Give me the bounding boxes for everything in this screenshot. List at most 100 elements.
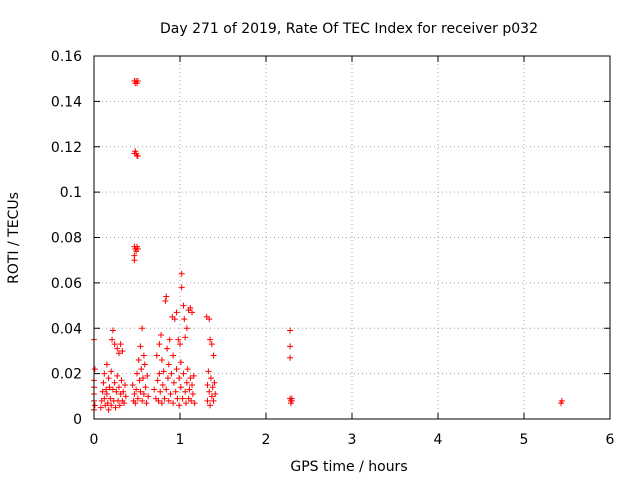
data-point bbox=[131, 257, 138, 264]
data-point bbox=[134, 395, 141, 402]
y-tick-label: 0 bbox=[73, 412, 82, 428]
y-tick-label: 0.04 bbox=[51, 321, 82, 337]
data-point bbox=[163, 293, 170, 300]
data-point bbox=[103, 386, 110, 393]
data-point bbox=[141, 361, 148, 368]
data-point bbox=[105, 375, 112, 382]
data-point bbox=[206, 388, 213, 395]
y-tick-label: 0.12 bbox=[51, 140, 82, 156]
data-point bbox=[164, 375, 171, 382]
data-point bbox=[170, 379, 177, 386]
data-point bbox=[183, 325, 190, 332]
data-point bbox=[207, 375, 214, 382]
data-point bbox=[115, 350, 122, 357]
data-point bbox=[105, 406, 112, 413]
data-point bbox=[186, 386, 193, 393]
data-point bbox=[144, 372, 151, 379]
data-point bbox=[165, 361, 172, 368]
data-point bbox=[137, 388, 144, 395]
data-point bbox=[174, 395, 181, 402]
data-point bbox=[208, 341, 215, 348]
chart-title: Day 271 of 2019, Rate Of TEC Index for r… bbox=[160, 21, 538, 37]
data-point bbox=[189, 391, 196, 398]
data-point bbox=[158, 400, 165, 407]
data-point bbox=[287, 354, 294, 361]
data-point bbox=[134, 245, 141, 252]
data-point bbox=[111, 341, 118, 348]
x-tick-label: 4 bbox=[434, 432, 443, 448]
data-point bbox=[100, 379, 107, 386]
data-point bbox=[108, 402, 115, 409]
data-point bbox=[159, 381, 166, 388]
data-point bbox=[156, 370, 163, 377]
data-point bbox=[164, 345, 171, 352]
data-point bbox=[175, 336, 182, 343]
data-point bbox=[179, 395, 186, 402]
y-tick-label: 0.1 bbox=[60, 185, 82, 201]
data-point bbox=[176, 375, 183, 382]
data-point bbox=[97, 404, 104, 411]
plot-frame bbox=[93, 55, 611, 420]
data-point bbox=[176, 402, 183, 409]
data-point bbox=[131, 391, 138, 398]
data-point bbox=[121, 381, 128, 388]
data-point bbox=[183, 400, 190, 407]
data-point bbox=[156, 341, 163, 348]
data-point bbox=[157, 388, 164, 395]
data-point bbox=[207, 336, 214, 343]
data-point bbox=[104, 400, 111, 407]
data-point bbox=[142, 384, 149, 391]
data-point bbox=[173, 366, 180, 373]
x-tick-label: 2 bbox=[262, 432, 271, 448]
data-point bbox=[173, 309, 180, 316]
data-point bbox=[204, 381, 211, 388]
data-point bbox=[165, 397, 172, 404]
data-point bbox=[210, 397, 217, 404]
data-point bbox=[205, 368, 212, 375]
data-point bbox=[288, 397, 295, 404]
data-point bbox=[113, 388, 120, 395]
data-point bbox=[158, 332, 165, 339]
data-point bbox=[158, 357, 165, 364]
data-point bbox=[151, 386, 158, 393]
data-point bbox=[160, 368, 167, 375]
data-point bbox=[129, 381, 136, 388]
data-point bbox=[161, 395, 168, 402]
data-point bbox=[188, 397, 195, 404]
data-point bbox=[133, 386, 140, 393]
data-point bbox=[204, 397, 211, 404]
data-point bbox=[120, 388, 127, 395]
x-tick-label: 1 bbox=[176, 432, 185, 448]
y-tick-label: 0.02 bbox=[51, 367, 82, 383]
data-point bbox=[135, 357, 142, 364]
data-point bbox=[99, 388, 106, 395]
data-point bbox=[207, 402, 214, 409]
data-point bbox=[190, 372, 197, 379]
data-point bbox=[153, 352, 160, 359]
data-point bbox=[139, 397, 146, 404]
data-point bbox=[287, 327, 294, 334]
data-point bbox=[109, 386, 116, 393]
data-point bbox=[114, 372, 121, 379]
data-point bbox=[143, 400, 150, 407]
data-point bbox=[111, 379, 118, 386]
data-point bbox=[103, 361, 110, 368]
data-point bbox=[163, 386, 170, 393]
data-point bbox=[134, 370, 140, 377]
data-points bbox=[91, 77, 565, 413]
data-point bbox=[178, 284, 185, 291]
data-point bbox=[180, 302, 187, 309]
data-point bbox=[107, 395, 114, 402]
data-point bbox=[189, 381, 196, 388]
data-point bbox=[170, 400, 177, 407]
data-point bbox=[103, 391, 110, 398]
data-point bbox=[206, 316, 213, 323]
data-point bbox=[121, 400, 128, 407]
data-point bbox=[183, 379, 190, 386]
data-point bbox=[182, 334, 189, 341]
data-point bbox=[140, 352, 147, 359]
data-point bbox=[181, 316, 188, 323]
data-point bbox=[117, 341, 124, 348]
data-point bbox=[109, 327, 116, 334]
